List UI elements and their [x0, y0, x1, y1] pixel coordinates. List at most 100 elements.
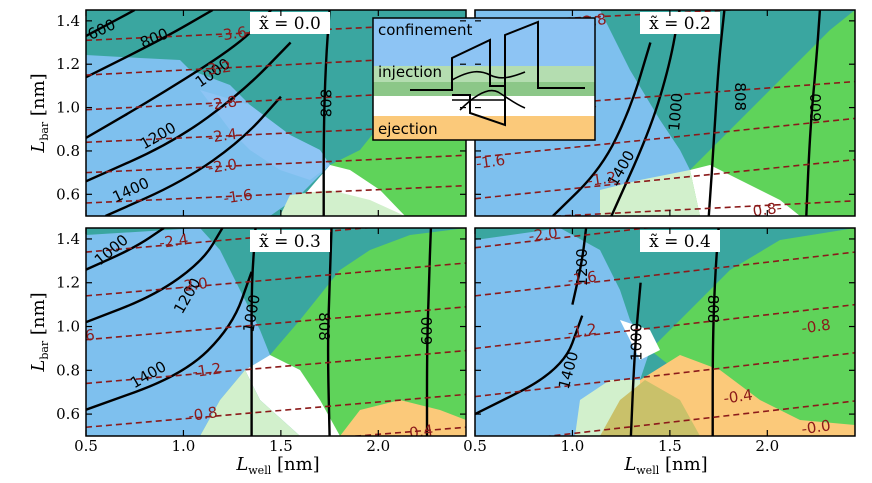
panel-frame [474, 227, 856, 437]
solid-contour-1400 [552, 42, 652, 216]
dashed-contour-label: -1.2 [191, 359, 223, 381]
x-axis-label-main: L [623, 454, 636, 475]
y-tick-label: 1.0 [56, 318, 80, 336]
inset-band-white [373, 96, 595, 116]
y-axis-label-sub: bar [38, 340, 51, 360]
dashed-contour-label: 6 [84, 326, 96, 345]
dashed-contour-2 [475, 303, 855, 350]
region-confinement [86, 55, 330, 216]
inset-band-light-injection [373, 66, 595, 82]
inset-wavefunction-upper [451, 70, 526, 81]
region-ejection [340, 400, 466, 436]
x-axis-label-sub: well [248, 464, 271, 477]
x-axis-label-sub: well [636, 464, 659, 477]
y-axis-label-bottom: Lbar [nm] [28, 292, 51, 372]
dashed-contour-3 [475, 352, 855, 398]
dashed-contour-label: -0.8 [800, 316, 832, 338]
solid-contour-1000 [86, 228, 165, 271]
y-tick-label: 0.6 [56, 185, 80, 203]
dashed-contour-label: -0.4 [722, 386, 754, 408]
inset-label-ejection: ejection [378, 120, 438, 138]
inset-label-injection: injection [378, 63, 442, 81]
inset-barrier [504, 20, 585, 89]
panel-title-box [640, 12, 720, 34]
dashed-contour-label: -1.2 [566, 320, 598, 342]
inset-band-profile [410, 38, 506, 127]
y-tick-label: 1.2 [56, 55, 80, 73]
dashed-contour-label: -3.2 [201, 58, 233, 80]
panel-frame [85, 227, 467, 437]
x-tick-label: 0.5 [74, 437, 98, 455]
y-axis-label-unit: [nm] [28, 292, 49, 340]
inset-band-injection [373, 82, 595, 96]
dashed-contour-label: -1.6 [222, 186, 254, 208]
contour-label: 600 [807, 93, 825, 122]
x-tick-label: 0.5 [463, 437, 487, 455]
panel-title-2: x̃ = 0.3 [259, 232, 321, 252]
region-injection [270, 228, 466, 436]
dashed-contour-0 [475, 228, 653, 249]
x-tick-label: 1.5 [269, 437, 293, 455]
dashed-contour-label: 0.4 [408, 421, 434, 442]
x-tick-label: 2.0 [366, 437, 390, 455]
solid-contour-600 [86, 10, 136, 38]
panel-title-box [640, 230, 720, 252]
dashed-contour-label: -2.0 [207, 155, 239, 177]
dashed-contour-label: -0.8 [187, 403, 219, 425]
dashed-contour-label: -1.6 [475, 151, 507, 173]
x-axis-label-main: L [235, 454, 248, 475]
y-axis-label-top: Lbar [nm] [28, 73, 51, 153]
solid-contour-800 [86, 10, 214, 79]
dashed-contour-label: -2.0 [177, 274, 209, 296]
solid-contour-1000 [250, 228, 257, 436]
y-tick-label: 1.4 [56, 230, 80, 248]
solid-contour-600 [805, 10, 822, 216]
x-tick-label: 1.0 [172, 437, 196, 455]
solid-contour-800 [326, 228, 333, 436]
dashed-contour-4 [86, 154, 466, 174]
inset-band-ejection [373, 116, 595, 140]
axes-ticks: 0.5 1.0 1.5 2.0 0.5 1.0 1.5 2.0 1.4 1.2 1.0 0.8 0.6 1… [56, 10, 855, 455]
region-light-green [600, 170, 700, 216]
dashed-contour-1 [86, 262, 466, 297]
dashed-contour-4 [86, 393, 466, 429]
dashed-contour-4 [543, 200, 855, 216]
x-axis-label-right: Lwell [nm] [623, 454, 707, 477]
y-tick-label: 1.0 [56, 99, 80, 117]
y-tick-label: 1.4 [56, 12, 80, 30]
dashed-contour-label: -2.4 [158, 230, 190, 252]
x-axis-label-unit: [nm] [271, 454, 319, 475]
x-axis-label-left: Lwell [nm] [235, 454, 319, 477]
y-axis-label-main: L [28, 360, 49, 373]
x-tick-label: 1.0 [561, 437, 585, 455]
solid-contour-1000 [86, 10, 272, 139]
svg-text:Lwell [nm]: Lwell [nm] [623, 454, 707, 477]
dashed-contour-1 [86, 54, 466, 76]
solid-contour-1200 [86, 41, 292, 183]
solid-contour-808 [322, 10, 331, 216]
contour-label: 1200 [573, 248, 591, 286]
solid-contour-1400 [105, 95, 282, 216]
dashed-contour-label: -2.4 [207, 125, 239, 147]
dashed-contour-label: -0.0 [800, 416, 832, 438]
dashed-contour-2 [475, 117, 855, 159]
solid-contour-600 [425, 228, 433, 436]
contour-label: 1000 [665, 92, 686, 132]
y-tick-label: 0.8 [56, 142, 80, 160]
contour-label: 1000 [628, 323, 646, 361]
dashed-contour-3 [475, 158, 855, 200]
inset-label-confinement: confinement [378, 21, 472, 39]
panel-title-box [250, 12, 330, 34]
inset-wavefunction-lower [459, 89, 526, 111]
x-tick-label: 2.0 [755, 437, 779, 455]
panel-titles: x̃ = 0.0 x̃ = 0.2 x̃ = 0.3 x̃ = 0.4 [250, 12, 720, 252]
solid-contour-800 [707, 10, 726, 216]
dashed-contour-1 [475, 251, 855, 297]
svg-text:Lbar [nm]: Lbar [nm] [28, 292, 51, 372]
solid-contour-1000 [629, 282, 642, 436]
svg-text:Lbar [nm]: Lbar [nm] [28, 73, 51, 153]
dashed-contour-3 [86, 349, 466, 385]
inset-frame [372, 17, 596, 141]
